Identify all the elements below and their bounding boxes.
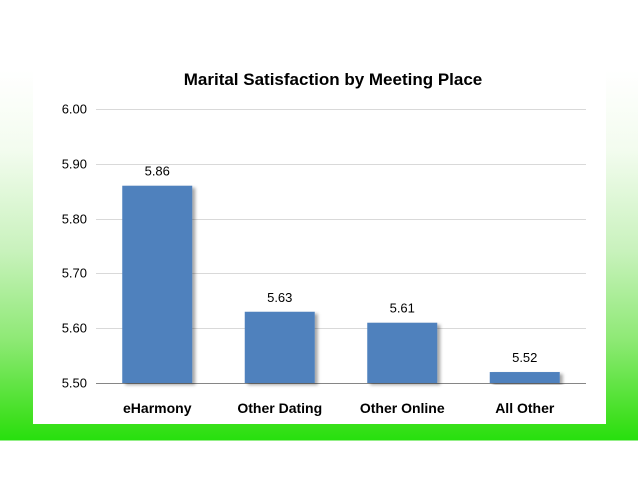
bars — [122, 185, 560, 383]
data-labels: 5.86 5.63 5.61 5.52 — [145, 164, 538, 365]
category-label: All Other — [495, 400, 555, 416]
y-tick-label: 5.60 — [62, 321, 87, 336]
y-tick-label: 5.50 — [62, 376, 87, 391]
y-axis-tick-labels: 5.50 5.60 5.70 5.80 5.90 6.00 — [62, 102, 87, 391]
category-labels: eHarmony Other Dating Other Online All Othe… — [123, 400, 555, 416]
y-tick-label: 5.70 — [62, 266, 87, 281]
bar-all-other — [489, 372, 560, 383]
category-label: Other Online — [360, 400, 445, 416]
data-label: 5.61 — [390, 301, 415, 316]
y-tick-label: 5.80 — [62, 212, 87, 227]
data-label: 5.52 — [512, 350, 537, 365]
chart-panel: Marital Satisfaction by Meeting Place 5.… — [33, 57, 606, 424]
data-label: 5.86 — [145, 164, 170, 179]
y-tick-label: 6.00 — [62, 102, 87, 117]
bar-other-online — [367, 322, 438, 383]
category-label: eHarmony — [123, 400, 192, 416]
data-label: 5.63 — [267, 290, 292, 305]
bar-eharmony — [122, 185, 193, 383]
bar-other-dating — [244, 311, 315, 383]
bar-chart: Marital Satisfaction by Meeting Place 5.… — [62, 70, 586, 416]
category-label: Other Dating — [237, 400, 322, 416]
chart-title: Marital Satisfaction by Meeting Place — [184, 70, 483, 89]
y-tick-label: 5.90 — [62, 157, 87, 172]
